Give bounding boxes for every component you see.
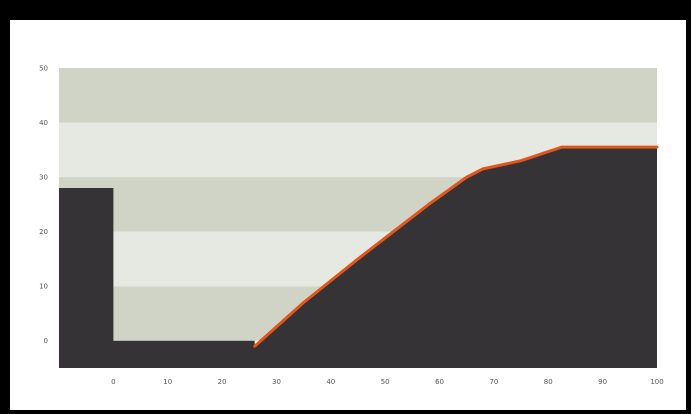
x-tick-label-40: 40 [326, 378, 335, 386]
surface-line-layer [253, 145, 659, 348]
x-tick-labels: 0 10 20 30 40 50 60 70 80 90 100 [111, 378, 664, 386]
x-tick-label-20: 20 [218, 378, 227, 386]
terrain-profile-area [59, 147, 657, 368]
x-tick-label-90: 90 [598, 378, 607, 386]
y-tick-label-50: 50 [39, 65, 48, 73]
x-tick-label-0: 0 [111, 378, 115, 386]
y-tick-label-20: 20 [39, 228, 48, 236]
profile-layer [59, 147, 657, 368]
y-tick-label-30: 30 [39, 174, 48, 182]
y-tick-label-0: 0 [44, 337, 48, 345]
y-tick-label-10: 10 [39, 283, 48, 291]
chart-panel: 0 10 20 30 40 50 0 10 20 30 40 50 60 70 80 90 100 [10, 20, 686, 410]
y-tick-labels: 0 10 20 30 40 50 [39, 65, 48, 346]
x-tick-label-80: 80 [544, 378, 553, 386]
x-tick-label-70: 70 [489, 378, 498, 386]
y-tick-label-40: 40 [39, 119, 48, 127]
x-tick-label-30: 30 [272, 378, 281, 386]
chart-svg: 0 10 20 30 40 50 0 10 20 30 40 50 60 70 80 90 100 [39, 65, 664, 387]
x-tick-label-50: 50 [381, 378, 390, 386]
surface-line [253, 145, 659, 348]
x-tick-label-10: 10 [163, 378, 172, 386]
background-band-4 [59, 68, 657, 123]
x-tick-label-100: 100 [650, 378, 663, 386]
x-tick-label-60: 60 [435, 378, 444, 386]
